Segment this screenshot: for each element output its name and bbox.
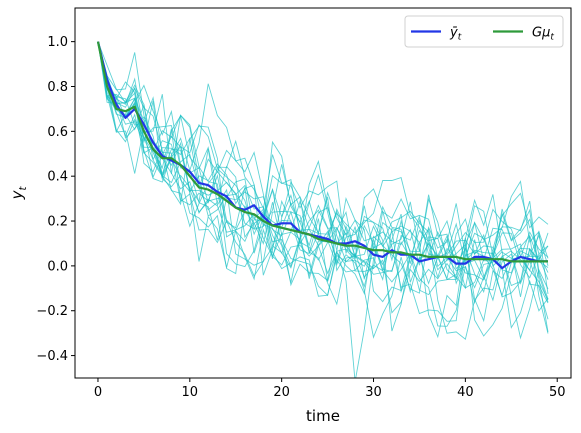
y-tick-label: 0.2 [47, 215, 68, 230]
x-tick-label: 40 [457, 385, 474, 400]
expected-series-line [96, 41, 548, 263]
sample-paths-layer [97, 41, 549, 378]
sample-path-line [97, 41, 549, 332]
sample-path-line [97, 41, 549, 272]
x-tick-label: 10 [182, 385, 199, 400]
y-tick-label: 1.0 [47, 35, 68, 50]
sample-path-line [97, 41, 549, 320]
sample-path-line [97, 41, 549, 322]
sample-path-line [97, 41, 549, 294]
sample-path-line [97, 41, 549, 327]
svg-text:yt: yt [8, 186, 29, 201]
x-tick-label: 20 [273, 385, 290, 400]
y-axis-label: yt [8, 186, 29, 201]
sample-path-line [97, 41, 549, 333]
x-tick-label: 50 [549, 385, 566, 400]
y-tick-label: 0.8 [47, 80, 68, 95]
plot-frame [74, 7, 572, 379]
axis-ticks: 0 10 20 30 40 50 −0.4 −0.2 0.0 0.2 0.4 0.6 0.8 1.0 [36, 35, 565, 400]
x-tick-label: 0 [94, 385, 102, 400]
sample-path-line [97, 41, 549, 337]
sample-path-line [97, 41, 549, 298]
x-tick-label: 30 [365, 385, 382, 400]
series-layer [96, 41, 548, 270]
legend-box [404, 15, 564, 48]
mean-series-line [96, 41, 548, 270]
legend: ȳt Gμt [404, 15, 564, 48]
sample-path-line [97, 41, 549, 301]
x-axis-label: time [306, 407, 340, 425]
y-tick-label: 0.4 [47, 170, 68, 185]
legend-label-mean: ȳt [449, 26, 462, 43]
sample-path-line [97, 41, 549, 334]
y-tick-label: 0.6 [47, 125, 68, 140]
y-tick-label: −0.4 [36, 349, 68, 364]
y-tick-label: −0.2 [36, 304, 68, 319]
sample-path-line [97, 41, 549, 298]
y-tick-label: 0.0 [47, 259, 68, 274]
legend-label-expected: Gμt [532, 26, 554, 43]
sample-path-line [97, 41, 549, 378]
